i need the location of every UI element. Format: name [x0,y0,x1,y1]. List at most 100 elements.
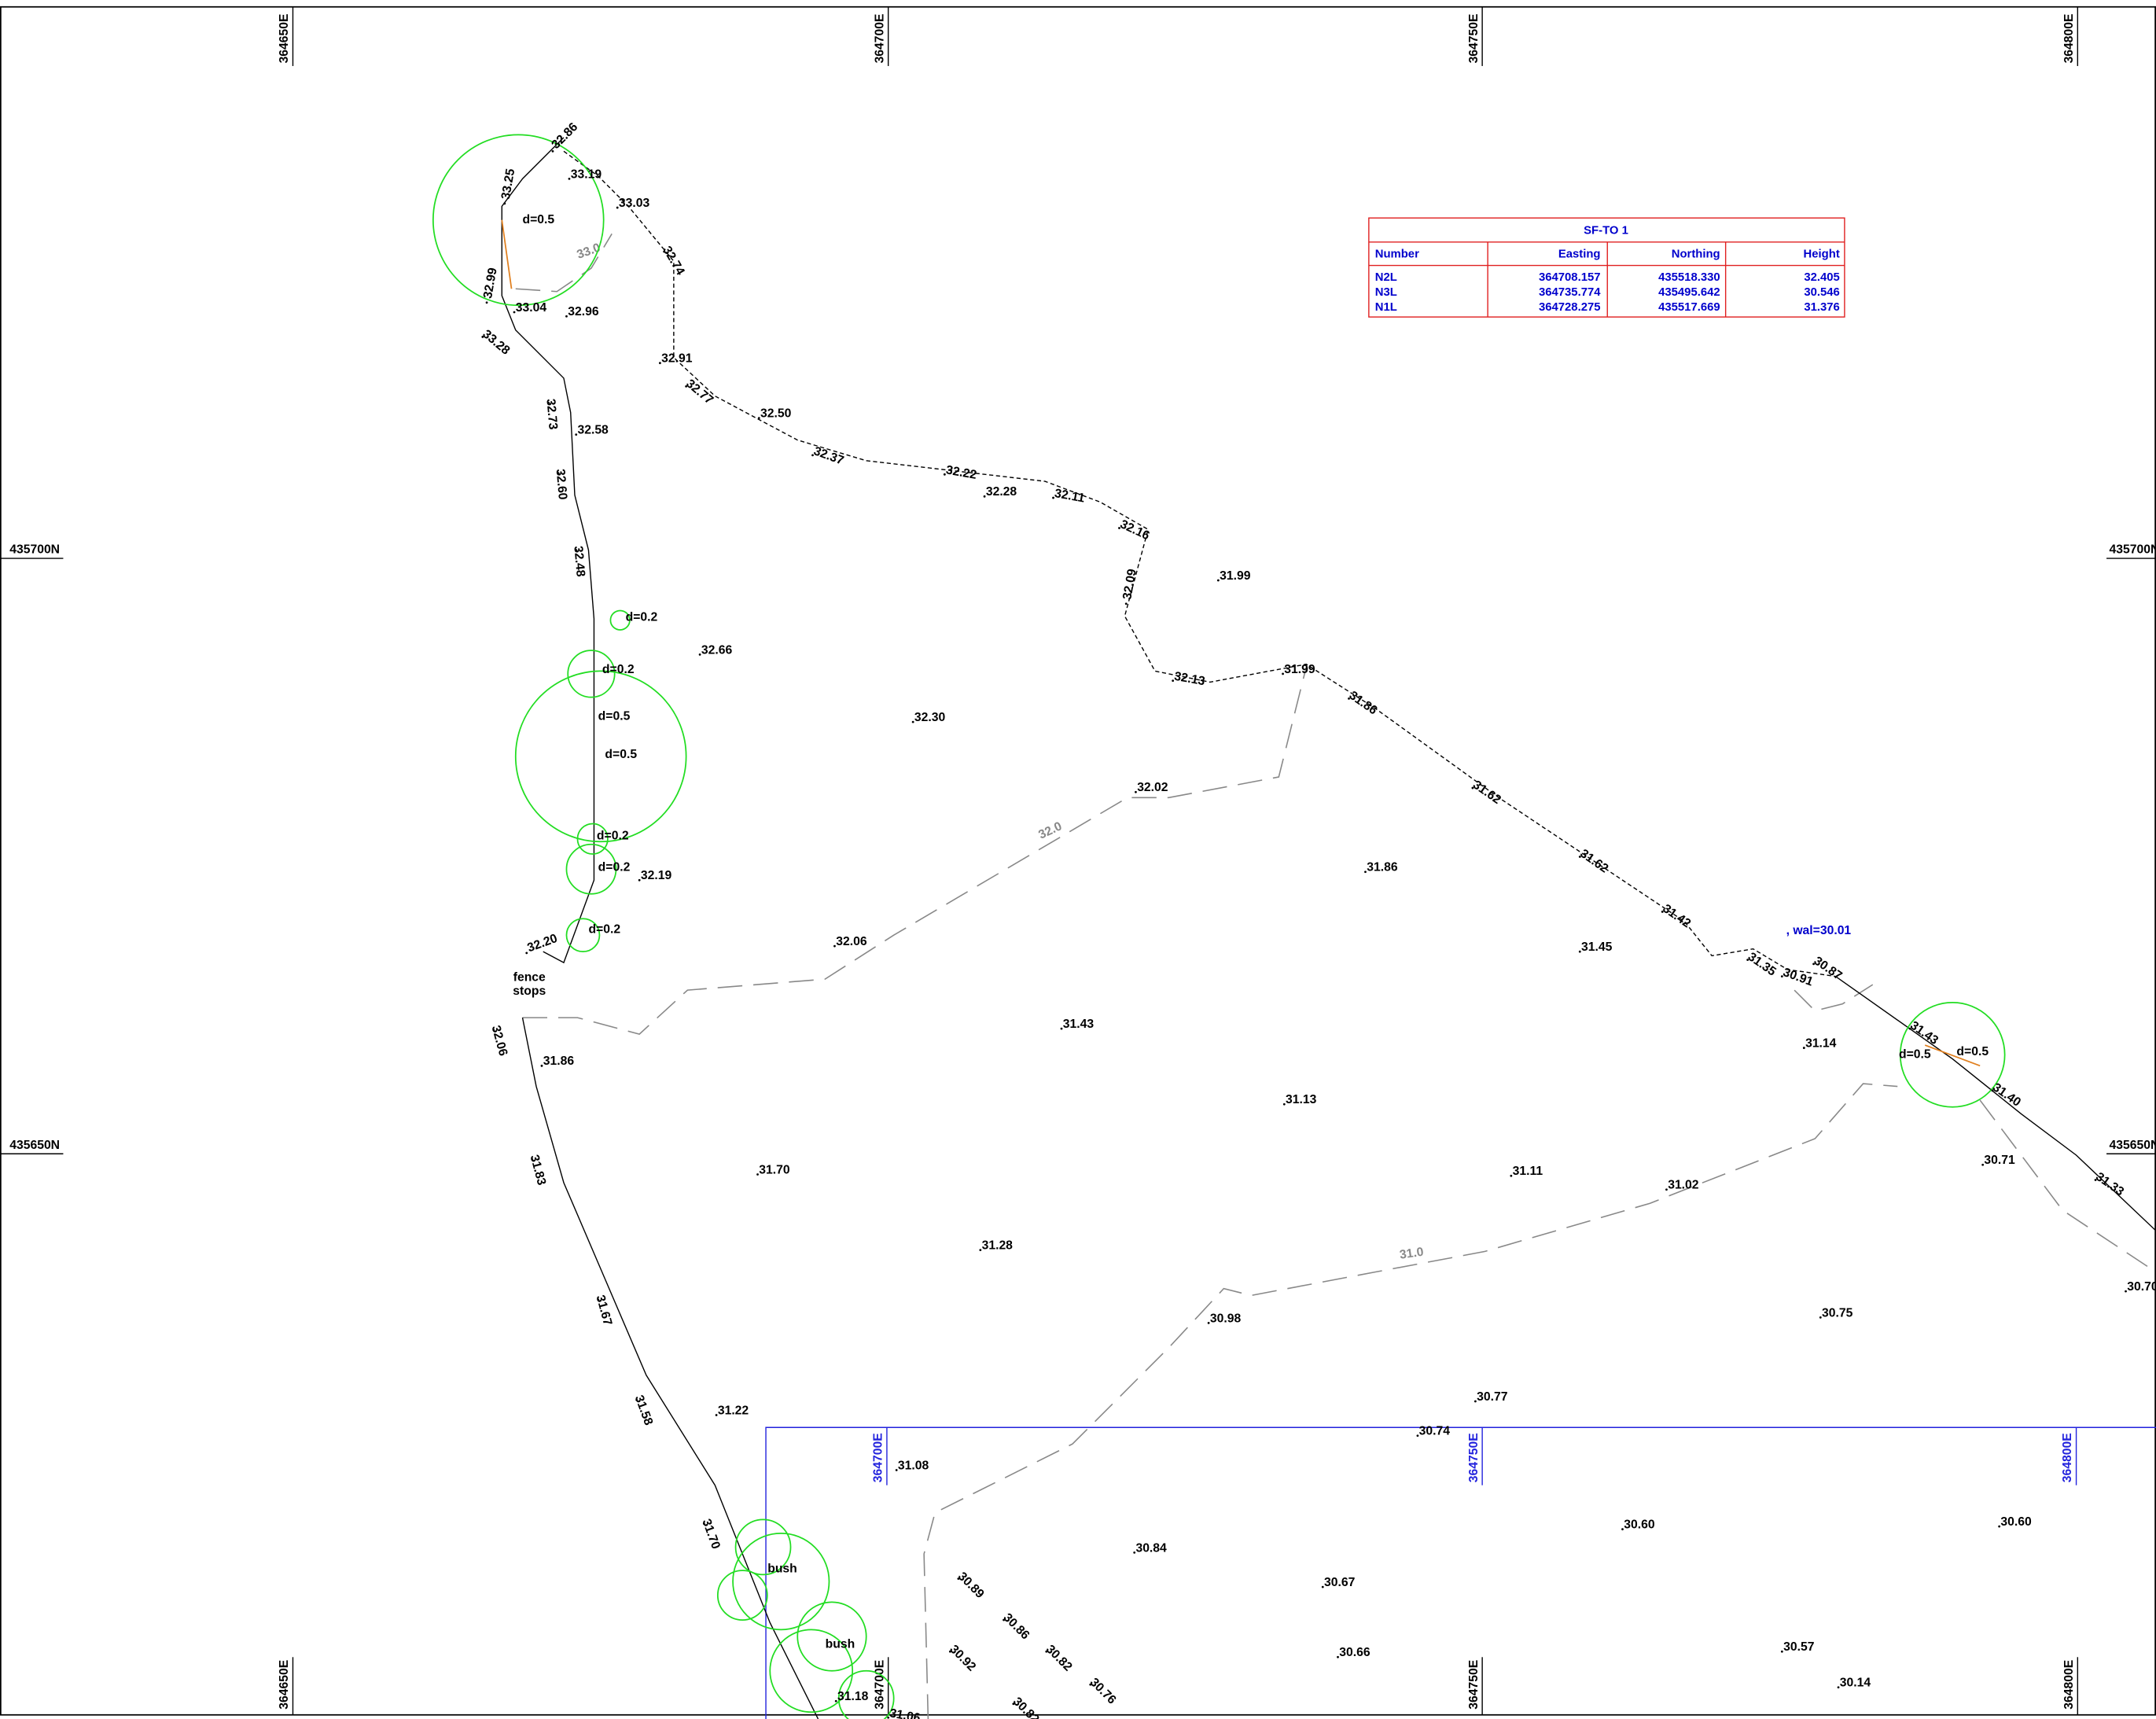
level-point [1578,856,1581,858]
level-point [698,653,701,656]
level-point [702,1522,705,1526]
table-cell: 32.405 [1804,271,1839,284]
level-point [757,417,760,420]
level-point [1471,786,1474,790]
spot-level: 32.09 [1120,568,1139,601]
spot-level: 30.86 [1001,1611,1032,1643]
spot-level: 30.75 [1822,1306,1853,1320]
spot-level: 31.62 [1470,779,1503,808]
spot-level: 32.20 [525,932,559,955]
level-point [565,315,568,318]
level-point [834,1699,837,1702]
level-point [1133,1551,1136,1554]
spot-level: 31.08 [898,1459,929,1472]
spot-level: 32.66 [701,643,733,657]
easting-label: 364750E [1467,13,1481,63]
spot-level: 32.37 [811,444,845,468]
spot-level: 30.92 [947,1643,978,1674]
level-point [948,1650,951,1653]
level-point [1991,1089,1994,1092]
level-point [481,336,484,338]
easting-label: 364700E [873,1660,886,1710]
tree-label: d=0.2 [602,663,635,676]
spot-level: 32.06 [836,935,867,948]
spot-level: 31.43 [1063,1018,1095,1031]
spot-level: 31.83 [528,1154,549,1187]
level-point [2125,1290,2127,1293]
level-point [1474,1400,1477,1403]
spot-level: 31.06 [889,1706,922,1719]
spot-level: 32.13 [1173,670,1206,689]
level-point [1282,672,1284,675]
level-point [485,301,488,304]
grid-ticks [0,6,2156,1715]
level-point [1060,1027,1063,1030]
spot-level: 30.71 [1984,1154,2015,1167]
labels: d=0.5 d=0.2 d=0.2 d=0.5 d=0.5 d=0.2 d=0.… [513,213,1989,1651]
level-point [663,250,666,253]
level-point [1216,579,1220,582]
table-cell: 435518.330 [1658,271,1720,284]
table-header: Number [1375,248,1419,260]
spot-level: 30.14 [1840,1677,1871,1690]
level-point [616,206,619,209]
contours: 33.0 32.0 31.0 [515,233,2156,1719]
spot-level: 30.82 [1043,1643,1075,1674]
inset-easting: 364800E [2061,1433,2074,1482]
spot-level: 32.02 [1137,781,1168,794]
level-point [531,1158,534,1161]
level-point [1321,1585,1324,1588]
tree-label: d=0.5 [1899,1047,1931,1061]
spot-level: 30.77 [1477,1390,1508,1404]
level-point [1282,1102,1286,1106]
level-point [568,177,571,180]
level-point [551,149,554,153]
spot-level: 31.18 [837,1690,869,1703]
northing-label: 435650N [9,1139,60,1152]
inset-easting: 364700E [872,1433,885,1482]
spot-level: 32.91 [661,352,693,366]
spot-level: 33.19 [571,167,602,181]
level-point [658,362,661,365]
spot-level: 31.35 [1746,950,1779,979]
spot-level: 32.50 [760,407,792,421]
tree-label: d=0.5 [523,213,555,226]
spot-level: 31.28 [982,1239,1014,1253]
table-cell: N3L [1375,286,1397,299]
level-point [1908,1027,1911,1030]
easting-label: 364750E [1467,1660,1481,1710]
spot-level: 31.86 [1347,689,1380,718]
spot-level: 30.87 [1812,954,1845,983]
table-cell: 435495.642 [1658,286,1720,299]
level-point [1118,527,1120,529]
easting-label: 364700E [873,13,886,63]
easting-label: 364650E [278,13,291,63]
contour-label: 32.0 [1036,819,1064,841]
spot-level: 31.99 [1220,569,1251,583]
level-point [1052,496,1054,499]
inset-frame: 364700E 364750E 364800E [765,1426,2156,1719]
level-point [1124,602,1128,606]
level-point [547,401,550,404]
spot-level: 32.99 [481,267,500,300]
level-point [979,1249,982,1252]
spot-level: 30.91 [1781,966,1815,989]
table-cell: N2L [1375,271,1397,284]
level-point [756,1173,759,1176]
northing-label: 435700N [2110,543,2156,557]
level-point [1416,1434,1419,1437]
level-point [715,1414,718,1416]
level-point [1780,1650,1783,1653]
table-cell: 364708.157 [1539,271,1601,284]
spot-level: 30.98 [1210,1312,1242,1325]
spot-level: 31.42 [1660,902,1693,931]
level-point [887,1716,890,1719]
level-point [575,433,578,436]
trees [432,134,2006,1719]
level-point [811,454,814,457]
spot-level: 32.19 [641,869,672,882]
level-point [983,495,986,498]
spot-level: 32.96 [568,305,599,318]
level-point [1578,950,1581,953]
